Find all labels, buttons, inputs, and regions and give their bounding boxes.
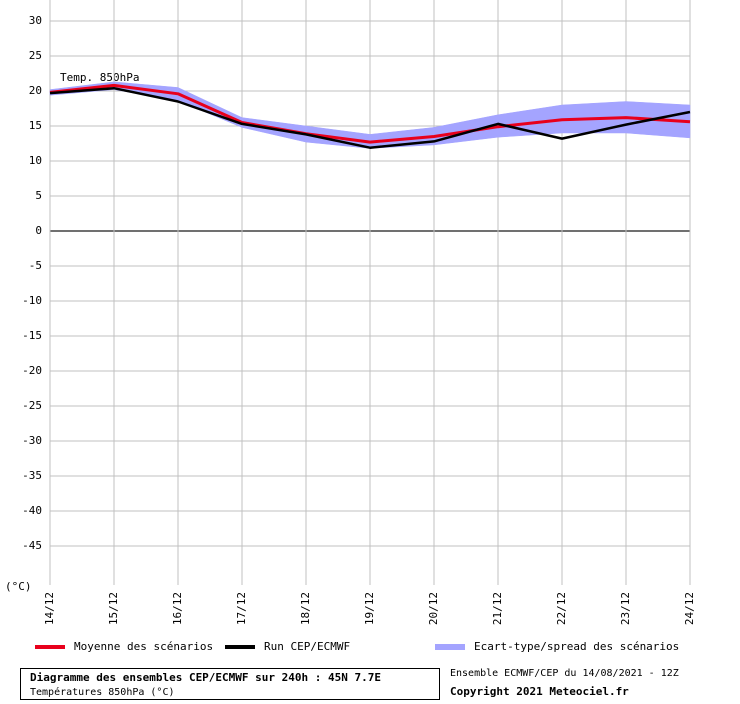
y-tick-label: 25 <box>29 49 42 62</box>
series-line <box>49 83 691 144</box>
x-tick-label: 22/12 <box>555 592 568 625</box>
x-tick-label: 24/12 <box>683 592 696 625</box>
x-tick-label: 21/12 <box>491 592 504 625</box>
y-tick-label: 0 <box>35 224 42 237</box>
y-unit-label: (°C) <box>5 580 32 593</box>
x-tick-label: 17/12 <box>235 592 248 625</box>
y-tick-label: 20 <box>29 84 42 97</box>
annotation: Temp. 850hPa <box>60 71 139 84</box>
y-tick-label: -40 <box>22 504 42 517</box>
series-line <box>49 86 691 149</box>
x-tick-label: 16/12 <box>171 592 184 625</box>
y-tick-label: -20 <box>22 364 42 377</box>
y-tick-label: 10 <box>29 154 42 167</box>
legend-label: Ecart-type/spread des scénarios <box>474 640 679 653</box>
footer-title: Diagramme des ensembles CEP/ECMWF sur 24… <box>30 671 381 684</box>
y-tick-label: 30 <box>29 14 42 27</box>
y-tick-label: -15 <box>22 329 42 342</box>
y-tick-label: -45 <box>22 539 42 552</box>
legend-label: Run CEP/ECMWF <box>264 640 350 653</box>
footer-copyright: Copyright 2021 Meteociel.fr <box>450 685 629 698</box>
y-tick-label: 5 <box>35 189 42 202</box>
x-tick-label: 14/12 <box>43 592 56 625</box>
y-tick-label: -35 <box>22 469 42 482</box>
y-tick-label: -25 <box>22 399 42 412</box>
x-tick-label: 23/12 <box>619 592 632 625</box>
legend-label: Moyenne des scénarios <box>74 640 213 653</box>
footer-subtitle: Températures 850hPa (°C) <box>30 686 175 698</box>
footer-run: Ensemble ECMWF/CEP du 14/08/2021 - 12Z <box>450 668 679 679</box>
y-tick-label: -30 <box>22 434 42 447</box>
y-tick-label: -10 <box>22 294 42 307</box>
x-tick-label: 18/12 <box>299 592 312 625</box>
x-tick-label: 20/12 <box>427 592 440 625</box>
x-tick-label: 15/12 <box>107 592 120 625</box>
y-tick-label: 15 <box>29 119 42 132</box>
x-tick-label: 19/12 <box>363 592 376 625</box>
spread-band <box>433 114 499 146</box>
y-tick-label: -5 <box>29 259 42 272</box>
